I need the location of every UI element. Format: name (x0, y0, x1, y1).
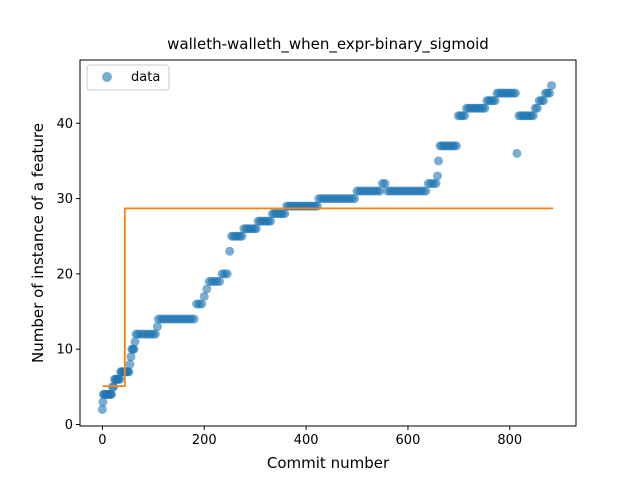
data-point (129, 344, 139, 354)
data-point (280, 209, 290, 219)
data-point (202, 284, 212, 294)
y-axis-label: Number of instance of a feature (29, 123, 47, 363)
data-point (538, 96, 548, 106)
chart-title: walleth-walleth_when_expr-binary_sigmoid (167, 35, 489, 54)
y-tick-label: 0 (65, 418, 73, 433)
x-tick-label: 800 (497, 433, 522, 448)
data-point (265, 216, 275, 226)
data-point (130, 337, 140, 347)
y-tick-label: 10 (56, 343, 73, 358)
data-point (197, 299, 207, 309)
data-point (545, 88, 555, 98)
y-tick-label: 20 (56, 267, 73, 282)
legend-marker (102, 72, 112, 82)
data-point (125, 359, 135, 369)
data-point (380, 179, 390, 189)
x-tick-label: 600 (396, 433, 421, 448)
data-point (98, 397, 108, 407)
data-point (349, 194, 359, 204)
data-point (225, 246, 235, 256)
data-point (532, 103, 542, 113)
data-point (215, 276, 225, 286)
y-tick-label: 40 (56, 117, 73, 132)
data-point (152, 322, 162, 332)
legend-label: data (131, 70, 160, 85)
legend-box (86, 64, 170, 91)
data-point (547, 81, 557, 91)
data-point (512, 148, 522, 158)
legend: data (86, 64, 170, 91)
data-point (189, 314, 199, 324)
data-point (434, 156, 444, 166)
data-point (432, 171, 442, 181)
y-tick-label: 30 (56, 192, 73, 207)
data-point (126, 352, 136, 362)
data-point (222, 269, 232, 279)
data-point (490, 96, 500, 106)
fit-line (102, 207, 554, 387)
data-point (107, 389, 117, 399)
data-point (124, 367, 134, 377)
data-point (237, 231, 247, 241)
data-point (251, 224, 261, 234)
x-tick-label: 200 (192, 433, 217, 448)
data-point (199, 291, 209, 301)
data-point (510, 88, 520, 98)
data-point (115, 374, 125, 384)
data-point (375, 186, 385, 196)
data-point (451, 141, 461, 151)
data-point (459, 111, 469, 121)
plot-frame (79, 59, 577, 427)
x-tick-label: 400 (294, 433, 319, 448)
data-point (421, 186, 431, 196)
data-point (431, 179, 441, 189)
data-point (150, 329, 160, 339)
data-point (528, 111, 538, 121)
data-point (480, 103, 490, 113)
x-tick-label: 0 (98, 433, 106, 448)
data-point (97, 404, 107, 414)
x-axis-label: Commit number (267, 454, 390, 472)
